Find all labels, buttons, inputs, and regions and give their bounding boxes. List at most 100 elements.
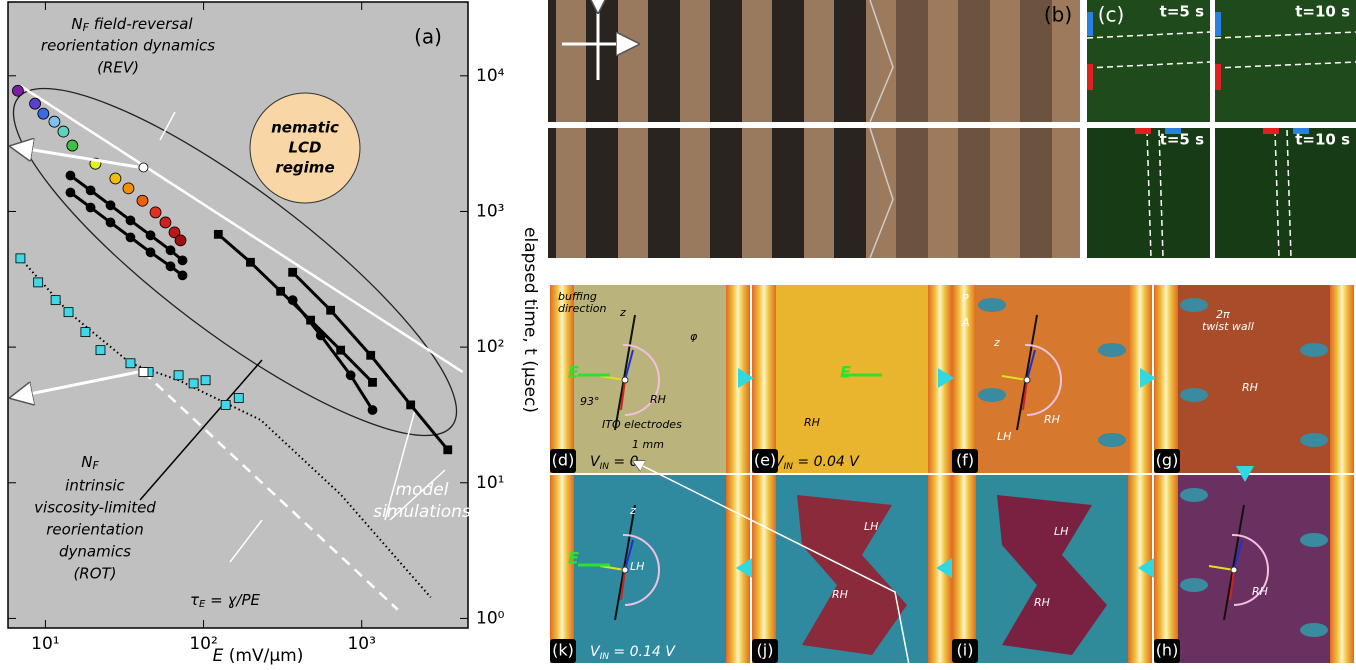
- micrographs: (b) t=5 s t=10 s t=5 s t=10 s (c) buffingdirec…: [548, 0, 1356, 670]
- annotation: regime: [275, 159, 334, 177]
- electrode: [1154, 285, 1178, 473]
- annotation-part: F: [83, 21, 90, 34]
- marker: [165, 261, 176, 272]
- panel-text: RH: [1034, 596, 1050, 609]
- panel-label: (f): [956, 451, 974, 470]
- y-tick-label: 10⁴: [476, 66, 505, 86]
- marker: [165, 245, 176, 256]
- domain: [1098, 343, 1126, 357]
- marker: [366, 350, 376, 360]
- y-tick-label: 10²: [476, 337, 504, 357]
- marker: [57, 125, 70, 138]
- y-tick-label: 10⁰: [476, 608, 505, 628]
- marker-bar: [1135, 128, 1151, 134]
- series-line: [142, 371, 399, 611]
- arrow: [15, 147, 139, 169]
- marker-bar: [1263, 128, 1279, 134]
- marker: [173, 370, 184, 381]
- panel-text: z: [629, 504, 636, 517]
- electrode: [550, 285, 574, 473]
- time-label: t=5 s: [1160, 3, 1204, 21]
- marker: [48, 115, 61, 128]
- voltage-part: IN: [600, 652, 610, 662]
- pivot: [1023, 376, 1031, 384]
- voltage: VIN = 0.14 V: [590, 644, 676, 662]
- label-box: [752, 449, 778, 473]
- rev-ellipse: [12, 87, 458, 437]
- panel-text: RH: [1044, 413, 1060, 426]
- flow-arrow: [1236, 466, 1254, 482]
- leader-line: [389, 469, 446, 521]
- marker: [95, 345, 106, 356]
- micrograph: [550, 475, 750, 663]
- dashed-line: [1158, 129, 1164, 259]
- vector: [1208, 565, 1235, 571]
- panel-text: E: [840, 363, 851, 382]
- panel-text: RH: [650, 393, 666, 406]
- domain-wall: [869, 0, 894, 123]
- marker: [188, 378, 199, 389]
- marker: [125, 232, 136, 243]
- annotation: τE = ɣ/PE: [190, 591, 260, 611]
- marker: [213, 229, 223, 239]
- voltage-part: = 0: [609, 454, 639, 470]
- electrode: [952, 285, 976, 473]
- panel-text: A: [961, 316, 970, 329]
- time-label: t=10 s: [1295, 3, 1350, 21]
- panel-text: twist wall: [1202, 320, 1254, 333]
- x-axis-unit: (mV/μm): [223, 646, 303, 666]
- panel-text: 2π: [1216, 308, 1230, 321]
- annotation-part: E: [199, 599, 206, 610]
- panel-text: direction: [558, 302, 606, 315]
- electrode: [1154, 475, 1178, 663]
- series-line: [291, 299, 374, 411]
- domain: [1098, 433, 1126, 447]
- panel-text: z: [619, 306, 626, 319]
- marker: [159, 216, 172, 229]
- dashed-line: [1214, 31, 1356, 39]
- domain: [1300, 533, 1328, 547]
- marker: [12, 84, 24, 97]
- annotation: viscosity-limited: [34, 499, 156, 517]
- domain: [1300, 623, 1328, 637]
- vector: [1022, 379, 1028, 411]
- vector: [599, 375, 626, 381]
- marker: [105, 217, 116, 228]
- vector: [1229, 569, 1235, 601]
- electrode: [1330, 475, 1354, 663]
- voltage: VIN = 0.04 V: [774, 454, 860, 472]
- vector: [1233, 539, 1243, 571]
- marker: [368, 377, 377, 387]
- voltage-part: IN: [600, 462, 610, 472]
- marker: [168, 226, 181, 239]
- panel-label: (e): [754, 451, 776, 470]
- marker: [136, 194, 149, 207]
- micrograph-mask: [880, 0, 1080, 122]
- marker: [276, 286, 286, 296]
- micrograph: [550, 285, 750, 473]
- leader-line: [229, 519, 263, 563]
- panel-label: (b): [1044, 3, 1072, 27]
- annotation: (REV): [97, 59, 139, 77]
- director: [614, 314, 636, 431]
- annotation: reorientation dynamics: [41, 37, 215, 55]
- flow-arrow: [1140, 368, 1156, 388]
- marker: [326, 305, 336, 315]
- series-line: [19, 84, 464, 374]
- panel-text: φ: [690, 330, 698, 343]
- vector: [620, 569, 626, 601]
- leader-line: [384, 409, 416, 521]
- marker: [65, 187, 76, 198]
- marker: [50, 295, 61, 306]
- annotation: intrinsic: [65, 477, 125, 495]
- electrode: [752, 285, 776, 473]
- marker: [105, 200, 116, 211]
- label-box: [752, 639, 778, 663]
- dashed-line: [1086, 31, 1211, 39]
- flow-arrow: [736, 558, 752, 578]
- domain: [1300, 343, 1328, 357]
- marker-bar: [1215, 64, 1221, 90]
- panel-text: P: [962, 292, 969, 305]
- director: [614, 504, 636, 621]
- polarizer-cross: [562, 8, 634, 80]
